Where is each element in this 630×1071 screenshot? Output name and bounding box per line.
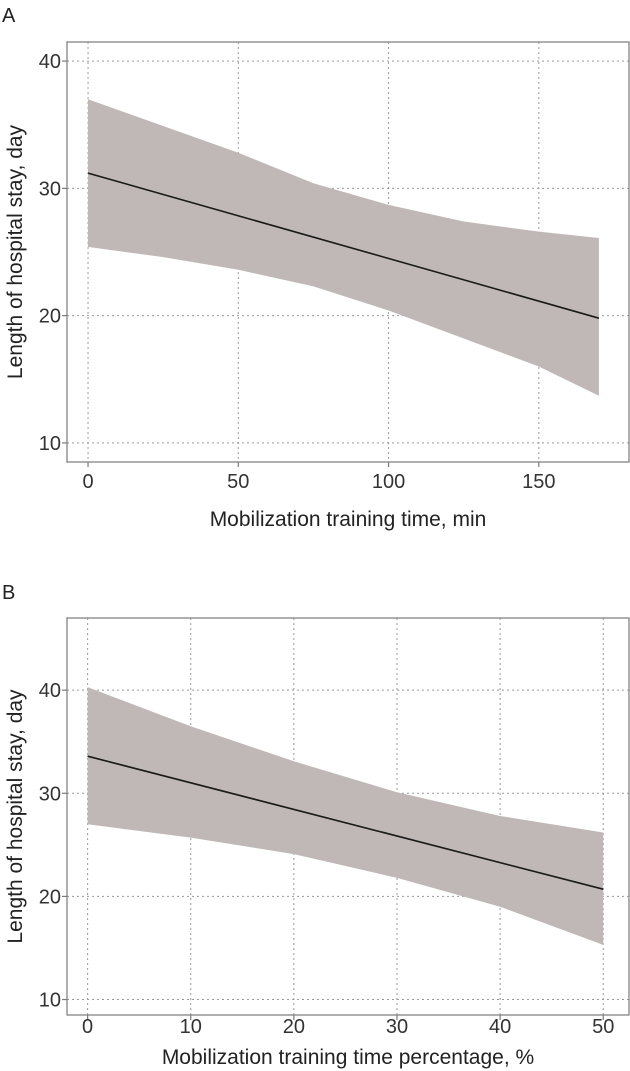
x-tick-label: 100 — [372, 471, 405, 493]
x-tick-label: 20 — [283, 1016, 305, 1038]
regression-line — [87, 755, 604, 890]
panel-letter: A — [2, 5, 16, 27]
x-tick-label: 50 — [592, 1016, 614, 1038]
y-tick-label: 20 — [39, 886, 61, 908]
panel-a: A 0 50 100 150 10 20 30 40 Mobilization training … — [2, 5, 630, 531]
confidence-band — [87, 687, 604, 945]
y-tick-label: 20 — [39, 306, 61, 328]
y-tick-label: 10 — [39, 433, 61, 455]
y-tick-label: 30 — [39, 178, 61, 200]
x-tick-label: 150 — [522, 471, 555, 493]
x-tick-label: 0 — [82, 1016, 93, 1038]
y-tick-label: 40 — [39, 51, 61, 73]
y-tick-label: 40 — [39, 680, 61, 702]
y-axis-title: Length of hospital stay, day — [4, 124, 27, 379]
y-axis-title: Length of hospital stay, day — [4, 689, 27, 944]
plot-frame — [66, 617, 630, 1016]
x-axis-title: Mobilization training time percentage, % — [162, 1046, 534, 1069]
x-tick-label: 50 — [227, 471, 249, 493]
x-axis-title: Mobilization training time, min — [210, 508, 487, 531]
y-tick-label: 10 — [39, 990, 61, 1012]
panel-letter: B — [2, 582, 15, 604]
x-tick-label: 40 — [489, 1016, 511, 1038]
x-tick-label: 10 — [180, 1016, 202, 1038]
x-tick-label: 0 — [82, 471, 93, 493]
regression-line — [87, 172, 600, 319]
y-tick-label: 30 — [39, 783, 61, 805]
confidence-band — [88, 99, 599, 396]
x-tick-label: 30 — [386, 1016, 408, 1038]
panel-b: B 0 10 20 30 40 50 10 20 30 40 Mobilization trainin… — [2, 582, 630, 1069]
plot-frame — [66, 41, 630, 463]
